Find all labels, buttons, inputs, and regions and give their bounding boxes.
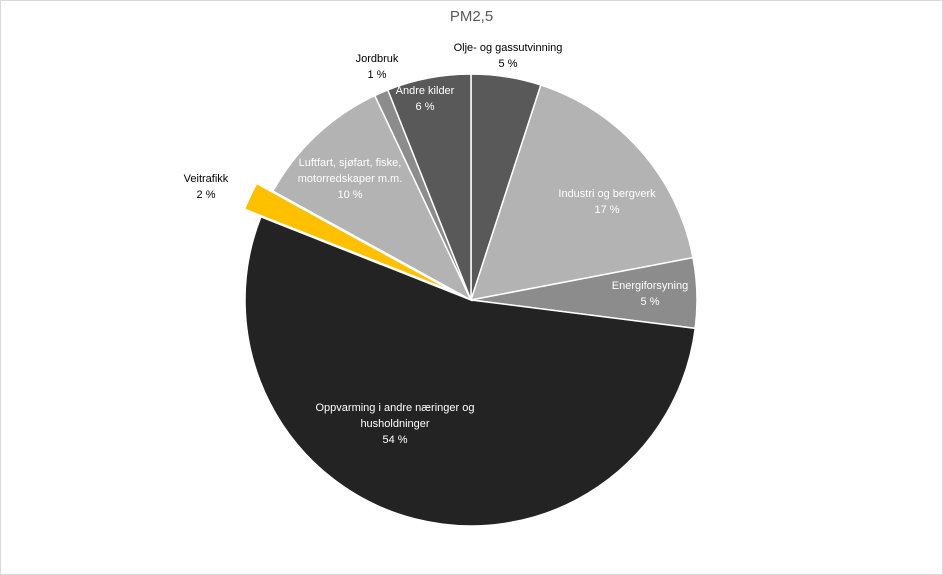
data-label-0: Olje- og gassutvinning 5 % [454,42,563,70]
data-label-4: Veitrafikk 2 % [184,173,229,201]
data-label-2: Energiforsyning 5 % [612,280,688,308]
data-label-3: Oppvarming i andre næringer og husholdnin… [316,402,475,446]
pie-slice-3 [244,215,697,527]
chart-title: PM2,5 [449,8,494,25]
data-label-1: Industri og bergverk 17 % [558,188,656,216]
pie-slice-7 [386,73,472,301]
pie-slice-5 [271,94,473,302]
data-label-6: Jordbruk 1 % [356,53,399,81]
data-label-5: Luftfart, sjøfart, fiske, motorredskaper … [298,157,403,201]
pie-slice-1 [469,84,694,301]
pie-slice-4 [243,182,456,294]
data-label-7: Andre kilder 6 % [396,85,455,113]
